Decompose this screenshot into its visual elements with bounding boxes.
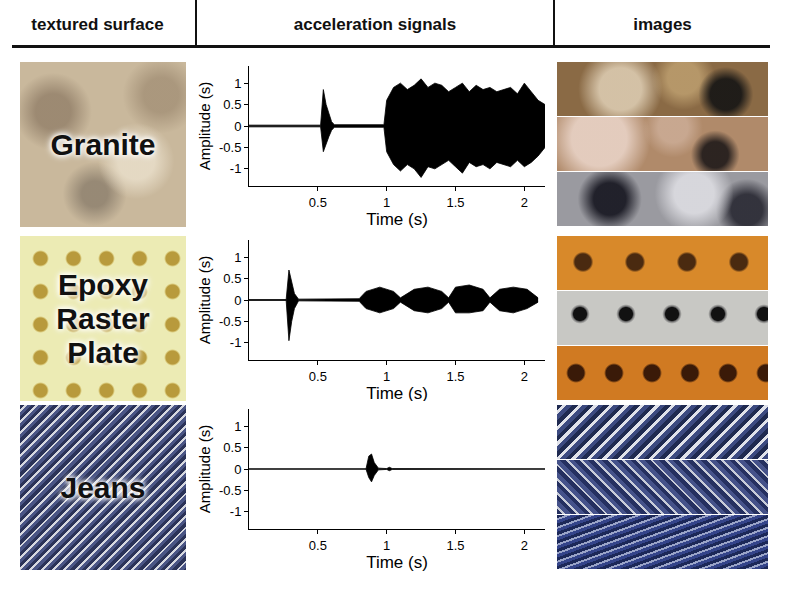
svg-text:1: 1 bbox=[383, 538, 390, 553]
svg-text:1.5: 1.5 bbox=[446, 538, 464, 553]
svg-text:0.5: 0.5 bbox=[223, 440, 241, 455]
svg-text:0: 0 bbox=[234, 119, 241, 134]
svg-text:0.5: 0.5 bbox=[223, 271, 241, 286]
svg-text:2: 2 bbox=[521, 195, 528, 210]
svg-text:0.5: 0.5 bbox=[309, 538, 327, 553]
svg-text:-0.5: -0.5 bbox=[219, 140, 241, 155]
svg-text:1: 1 bbox=[234, 419, 241, 434]
svg-text:Time (s): Time (s) bbox=[366, 210, 428, 229]
svg-text:0: 0 bbox=[234, 462, 241, 477]
svg-text:Time (s): Time (s) bbox=[366, 553, 428, 572]
svg-text:0.5: 0.5 bbox=[309, 369, 327, 384]
svg-text:0.5: 0.5 bbox=[223, 97, 241, 112]
html-text:Epoxy Raster Plate: Epoxy Raster Plate bbox=[56, 267, 150, 369]
html-text:Jeans: Jeans bbox=[60, 470, 146, 504]
svg-text:0.5: 0.5 bbox=[309, 195, 327, 210]
svg-text:Amplitude (s): Amplitude (s) bbox=[196, 425, 213, 513]
svg-text:2: 2 bbox=[521, 369, 528, 384]
svg-text:Amplitude (s): Amplitude (s) bbox=[196, 82, 213, 170]
svg-text:2: 2 bbox=[521, 538, 528, 553]
svg-text:-1: -1 bbox=[230, 161, 242, 176]
svg-text:1.5: 1.5 bbox=[446, 195, 464, 210]
svg-text:1: 1 bbox=[383, 369, 390, 384]
html-text:images: images bbox=[633, 15, 692, 34]
svg-text:-0.5: -0.5 bbox=[219, 483, 241, 498]
svg-text:1: 1 bbox=[383, 195, 390, 210]
svg-text:-1: -1 bbox=[230, 335, 242, 350]
html-text:textured surface: textured surface bbox=[31, 15, 164, 34]
svg-text:1: 1 bbox=[234, 250, 241, 265]
html-text:Granite: Granite bbox=[50, 127, 156, 161]
svg-text:Time (s): Time (s) bbox=[366, 384, 428, 403]
svg-text:0: 0 bbox=[234, 293, 241, 308]
svg-text:Amplitude (s): Amplitude (s) bbox=[196, 256, 213, 344]
svg-text:1: 1 bbox=[234, 76, 241, 91]
svg-text:-0.5: -0.5 bbox=[219, 314, 241, 329]
svg-text:1.5: 1.5 bbox=[446, 369, 464, 384]
html-text:acceleration signals: acceleration signals bbox=[293, 15, 457, 34]
svg-text:-1: -1 bbox=[230, 504, 242, 519]
